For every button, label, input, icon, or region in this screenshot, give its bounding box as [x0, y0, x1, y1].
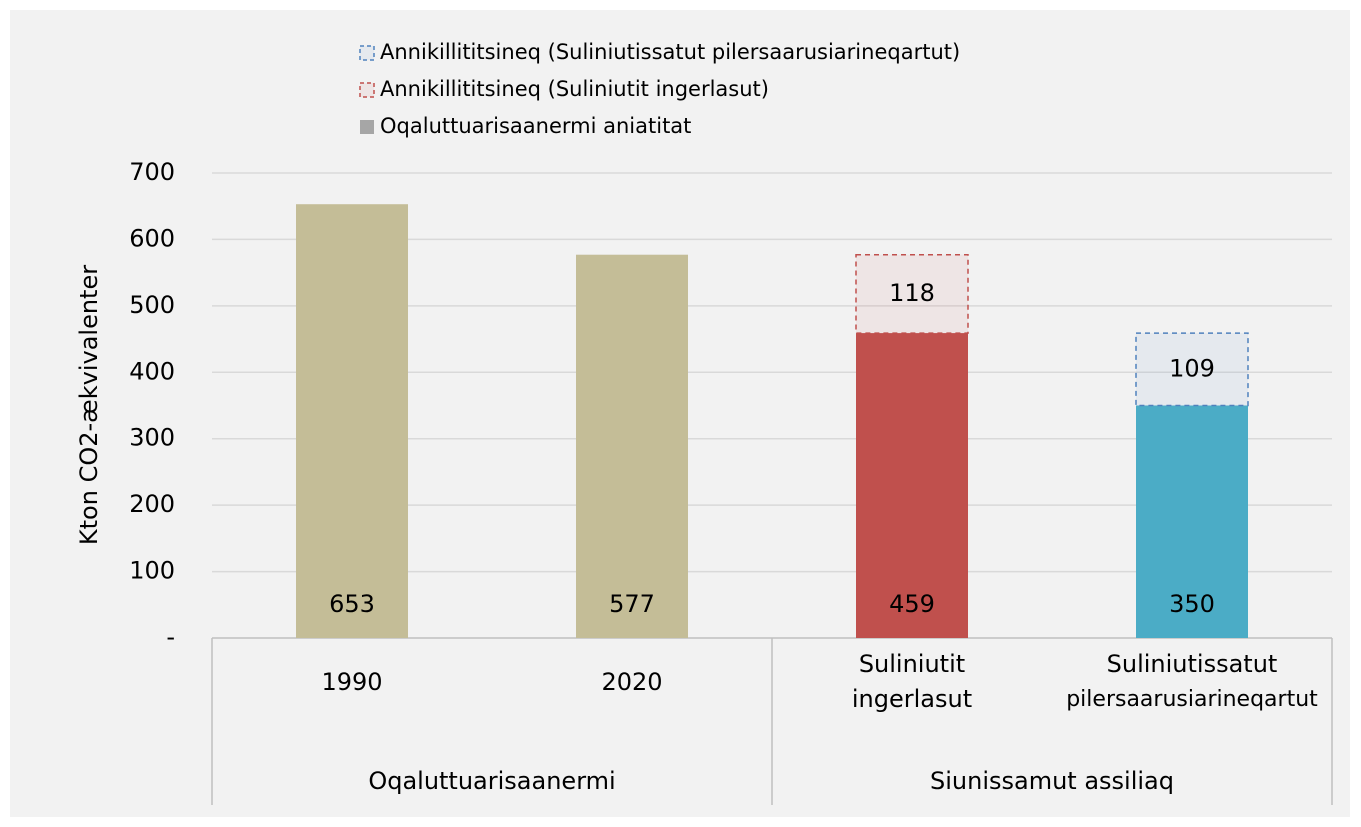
legend-swatch: [360, 120, 374, 134]
x-tick-label: Suliniutit: [859, 650, 965, 678]
data-label: 109: [1169, 354, 1215, 382]
legend-swatch: [359, 82, 375, 98]
data-label: 118: [889, 279, 935, 307]
y-tick-label: -: [166, 623, 175, 651]
y-tick-label: 300: [129, 424, 175, 452]
group-label: Oqaluttuarisaanermi: [368, 767, 615, 795]
legend-label: Annikillititsineq (Suliniutissatut piler…: [380, 40, 960, 64]
y-axis-label: Kton CO2-ækvivalenter: [75, 265, 103, 545]
x-tick-label: pilersaarusiarineqartut: [1066, 687, 1318, 712]
y-tick-label: 700: [129, 158, 175, 186]
bar: [296, 204, 408, 638]
x-tick-label: Suliniutissatut: [1107, 650, 1278, 678]
legend-swatch: [359, 45, 375, 61]
bar: [856, 333, 968, 638]
x-tick-label: ingerlasut: [852, 685, 972, 713]
y-tick-label: 200: [129, 490, 175, 518]
reduction-bar: [1135, 332, 1249, 407]
reduction-bar: [855, 253, 969, 334]
data-label: 653: [329, 590, 375, 618]
x-tick-label: 1990: [321, 668, 382, 696]
bar: [576, 254, 688, 638]
data-label: 459: [889, 590, 935, 618]
data-label: 577: [609, 590, 655, 618]
legend-label: Oqaluttuarisaanermi aniatitat: [380, 114, 691, 138]
bar: [1136, 405, 1248, 638]
y-tick-label: 100: [129, 557, 175, 585]
y-tick-label: 500: [129, 291, 175, 319]
x-tick-label: 2020: [601, 668, 662, 696]
legend-label: Annikillititsineq (Suliniutit ingerlasut…: [380, 77, 769, 101]
data-label: 350: [1169, 590, 1215, 618]
y-tick-label: 400: [129, 357, 175, 385]
y-tick-label: 600: [129, 224, 175, 252]
group-label: Siunissamut assiliaq: [930, 767, 1174, 795]
